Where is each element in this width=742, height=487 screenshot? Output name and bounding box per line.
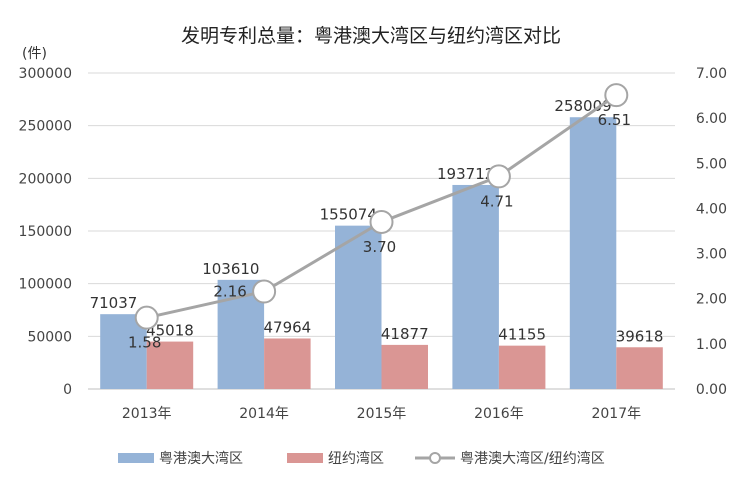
legend-label: 粤港澳大湾区/纽约湾区 (460, 450, 605, 467)
x-tick-label: 2016年 (474, 406, 524, 422)
line-marker (134, 305, 159, 330)
bar-纽约湾区 (381, 344, 428, 389)
data-label: 258009 (554, 97, 611, 115)
y-axis-unit: (件) (22, 46, 47, 62)
legend-marker (429, 452, 441, 464)
bar-纽约湾区 (498, 345, 546, 389)
y2-tick-label: 6.00 (696, 111, 727, 127)
line-data-label: 1.58 (128, 334, 161, 352)
bar-粤港澳大湾区 (569, 117, 617, 389)
line-data-label: 6.51 (598, 111, 631, 129)
data-label: 41877 (381, 325, 429, 343)
y-tick-label: 250000 (19, 119, 72, 135)
y2-tick-label: 7.00 (696, 66, 727, 82)
y2-tick-label: 4.00 (696, 201, 727, 217)
data-label: 47964 (263, 318, 311, 336)
bar-粤港澳大湾区 (335, 225, 382, 389)
data-label: 39618 (616, 327, 664, 345)
y-tick-label: 50000 (27, 329, 72, 345)
data-label: 193712 (437, 165, 494, 183)
line-marker (369, 209, 394, 234)
x-tick-label: 2017年 (591, 406, 641, 422)
x-tick-label: 2015年 (357, 406, 407, 422)
data-label: 103610 (202, 260, 259, 278)
data-label: 155074 (320, 206, 377, 224)
line-marker (604, 83, 629, 108)
line-marker (486, 164, 511, 189)
y2-tick-label: 0.00 (696, 382, 727, 398)
y2-tick-label: 5.00 (696, 156, 727, 172)
data-label: 71037 (90, 294, 138, 312)
data-label: 45018 (146, 322, 194, 340)
legend-swatch (118, 453, 154, 463)
x-tick-label: 2014年 (239, 406, 289, 422)
y-tick-label: 100000 (19, 277, 72, 293)
bar-粤港澳大湾区 (452, 184, 499, 389)
y2-tick-label: 3.00 (696, 247, 727, 263)
bar-纽约湾区 (146, 341, 194, 389)
legend-swatch (287, 453, 323, 463)
line-marker (252, 279, 277, 304)
chart-title: 发明专利总量：粤港澳大湾区与纽约湾区对比 (181, 25, 561, 47)
bar-纽约湾区 (616, 347, 663, 389)
bar-纽约湾区 (264, 338, 311, 389)
x-tick-label: 2013年 (122, 406, 172, 422)
line-data-label: 4.71 (480, 192, 513, 210)
y2-tick-label: 1.00 (696, 337, 727, 353)
legend-label: 粤港澳大湾区 (159, 450, 243, 467)
y-tick-label: 0 (63, 382, 72, 398)
y-tick-label: 300000 (19, 66, 72, 82)
line-data-label: 2.16 (213, 282, 246, 300)
y2-tick-label: 2.00 (696, 292, 727, 308)
y-tick-label: 200000 (19, 171, 72, 187)
data-label: 41155 (498, 326, 546, 344)
y-tick-label: 150000 (19, 224, 72, 240)
line-data-label: 3.70 (363, 238, 396, 256)
legend-label: 纽约湾区 (328, 450, 384, 467)
